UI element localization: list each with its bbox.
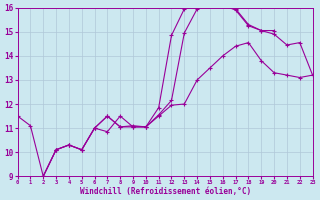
X-axis label: Windchill (Refroidissement éolien,°C): Windchill (Refroidissement éolien,°C) <box>80 187 251 196</box>
